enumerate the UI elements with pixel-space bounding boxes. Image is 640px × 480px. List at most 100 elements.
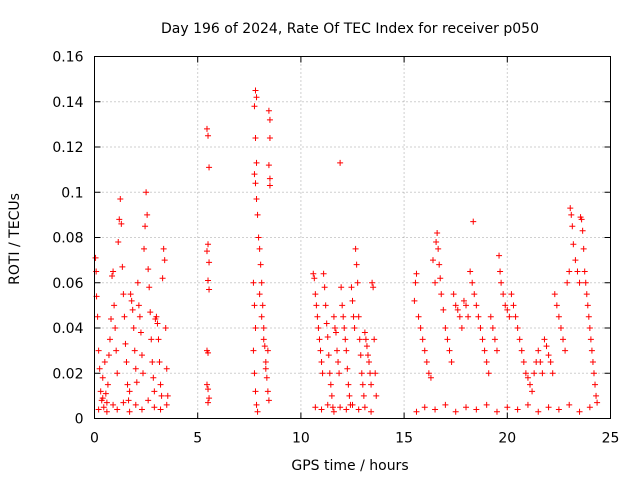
data-point	[259, 302, 266, 309]
data-point	[579, 227, 586, 234]
data-point	[138, 352, 145, 359]
data-point	[133, 379, 140, 386]
data-point	[326, 370, 333, 377]
data-point	[264, 388, 271, 395]
data-point	[149, 358, 156, 365]
data-point	[477, 325, 484, 331]
data-point	[361, 404, 368, 411]
data-point	[130, 325, 137, 331]
data-point	[266, 116, 273, 123]
data-point	[421, 347, 428, 354]
data-point	[265, 107, 272, 114]
data-point	[254, 408, 261, 415]
data-point	[101, 358, 108, 365]
y-tick-label: 0.12	[52, 140, 83, 156]
data-point	[463, 404, 470, 411]
data-point	[471, 291, 478, 298]
data-point	[452, 408, 459, 415]
data-point	[313, 302, 320, 309]
data-point	[137, 329, 144, 336]
data-point	[154, 320, 161, 327]
data-point	[537, 358, 544, 365]
data-point	[535, 347, 542, 354]
data-point	[206, 259, 213, 266]
data-point	[580, 245, 587, 252]
data-point	[549, 370, 556, 377]
data-point	[440, 306, 447, 313]
data-point	[95, 347, 102, 354]
data-point	[576, 408, 583, 415]
data-point	[487, 313, 494, 320]
data-point	[252, 134, 259, 141]
axis-ticks-layer: 0 5 10 15 20 25 0 0.02 0.04 0.06 0.08 0.1 0.12 0.14 0.…	[52, 50, 619, 447]
data-point	[535, 408, 542, 415]
data-point	[341, 325, 348, 331]
data-point	[417, 325, 424, 331]
data-point	[368, 381, 375, 388]
data-point	[97, 388, 104, 395]
data-point	[369, 279, 376, 286]
y-tick-label: 0.16	[52, 50, 83, 66]
data-point	[110, 268, 117, 275]
y-tick-label: 0.04	[52, 321, 83, 337]
data-point	[576, 279, 583, 286]
data-point	[323, 320, 330, 327]
data-point	[423, 358, 430, 365]
data-point	[590, 370, 597, 377]
data-point	[148, 336, 155, 343]
data-point	[252, 325, 259, 331]
data-point	[479, 336, 486, 343]
data-point	[146, 284, 153, 291]
x-tick-label: 15	[395, 431, 413, 447]
data-point	[586, 404, 593, 411]
data-point	[206, 395, 213, 402]
data-point	[510, 302, 517, 309]
data-point	[508, 291, 515, 298]
data-point	[524, 401, 531, 408]
data-point	[562, 347, 569, 354]
data-point	[123, 358, 130, 365]
data-point	[594, 399, 601, 406]
data-point	[131, 347, 138, 354]
data-point	[311, 275, 318, 282]
data-point	[119, 263, 126, 270]
data-point	[330, 408, 337, 415]
data-point	[115, 239, 122, 246]
data-point	[413, 408, 420, 415]
data-point	[108, 315, 115, 322]
data-point	[205, 132, 212, 139]
data-point	[114, 370, 121, 377]
data-point	[162, 325, 169, 331]
data-point	[354, 279, 361, 286]
data-point	[557, 325, 564, 331]
data-point	[263, 374, 270, 381]
data-point	[206, 164, 213, 171]
data-point	[442, 325, 449, 331]
data-point	[547, 358, 554, 365]
data-point	[112, 325, 119, 331]
data-point	[585, 313, 592, 320]
data-point	[324, 334, 331, 341]
data-point	[318, 358, 325, 365]
plot-frame	[94, 56, 611, 419]
data-point	[570, 241, 577, 248]
data-point	[103, 399, 110, 406]
data-point	[205, 399, 212, 406]
data-point	[415, 313, 422, 320]
data-point	[349, 401, 356, 408]
data-point	[514, 406, 521, 413]
data-point	[343, 406, 350, 413]
data-point	[555, 313, 562, 320]
data-point	[481, 347, 488, 354]
y-tick-label: 0.14	[52, 95, 83, 111]
data-point	[317, 347, 324, 354]
data-point	[516, 336, 523, 343]
data-point	[368, 408, 375, 415]
data-point	[504, 306, 511, 313]
data-point	[120, 399, 127, 406]
data-point	[337, 159, 344, 166]
data-point	[128, 297, 135, 304]
x-tick-label: 20	[498, 431, 516, 447]
data-point	[264, 347, 271, 354]
